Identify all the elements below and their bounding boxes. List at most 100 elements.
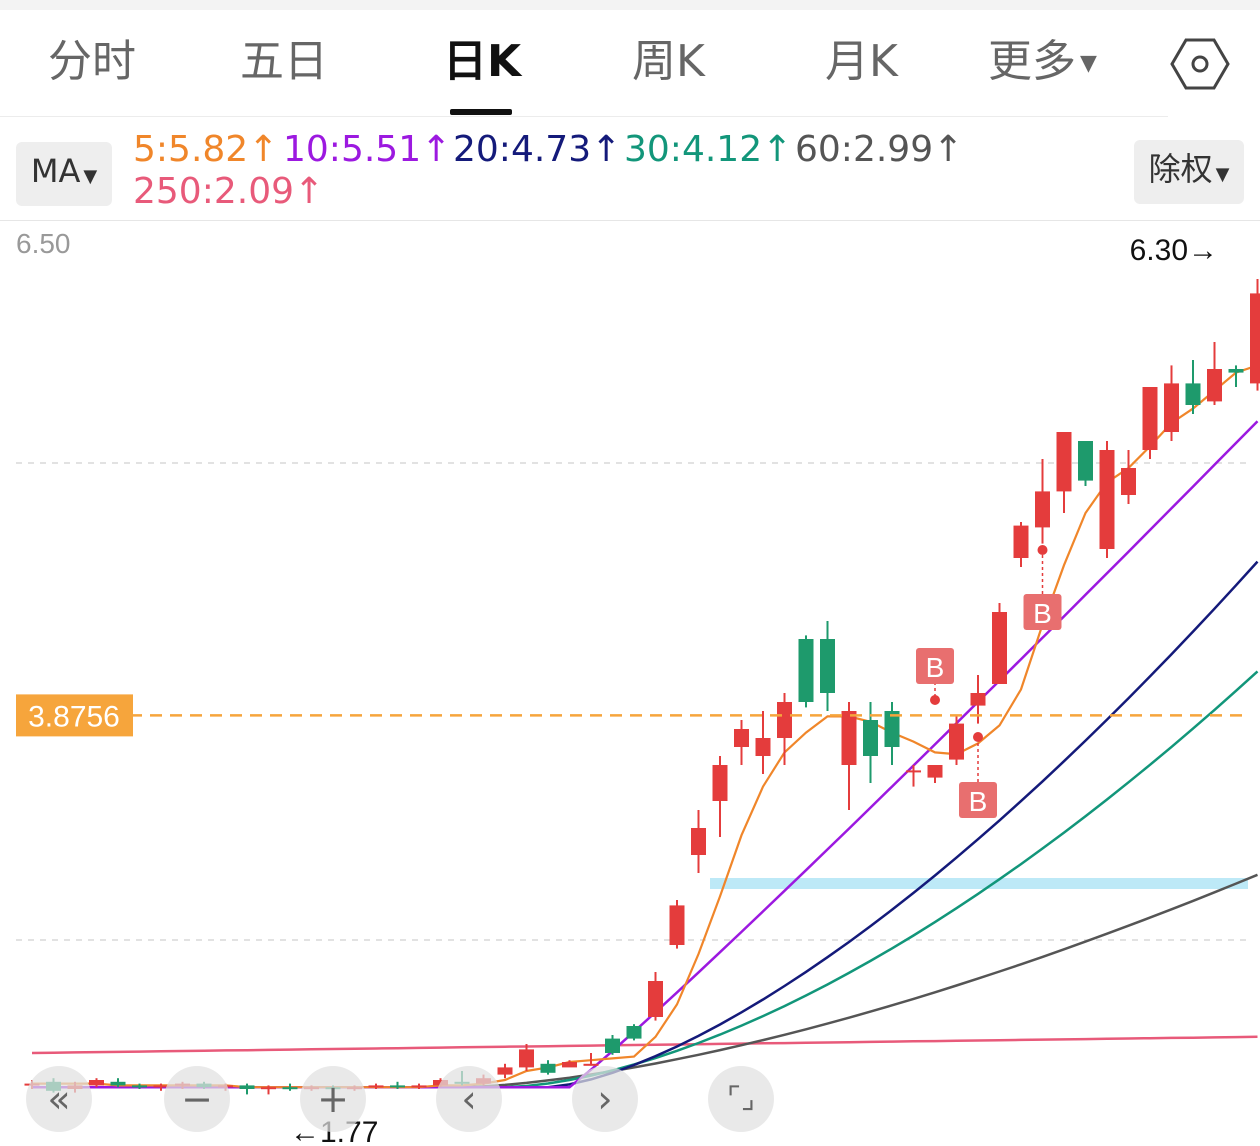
active-tab-indicator	[450, 109, 512, 115]
adjust-selector[interactable]: 除权 ▼	[1134, 140, 1244, 204]
scroll-right-icon[interactable]: ›	[572, 1066, 638, 1132]
candle	[562, 1060, 577, 1068]
candle	[110, 1078, 126, 1088]
ma30-value: 30:4.12↑	[624, 129, 793, 170]
candle	[841, 702, 857, 810]
candle	[669, 900, 685, 949]
caret-down-icon: ▼	[83, 166, 98, 187]
tab-weekly-k[interactable]: 周K	[632, 36, 705, 87]
scroll-left-icon[interactable]: ‹	[436, 1066, 502, 1132]
buy-marker-badge	[916, 648, 954, 684]
support-band	[710, 878, 1248, 889]
candle	[1099, 441, 1115, 558]
ma-indicator-bar: MA ▼ 5:5.82↑ 10:5.51↑ 20:4.73↑ 30:4.12↑ 6…	[0, 120, 1260, 221]
candle	[540, 1060, 556, 1075]
candle	[1250, 279, 1260, 391]
candle-body	[863, 720, 878, 756]
candle-body	[390, 1085, 405, 1088]
candle-body	[411, 1085, 427, 1088]
candle-body	[1164, 383, 1179, 432]
candle-body	[1207, 369, 1222, 402]
candle	[1078, 441, 1093, 486]
candle	[906, 765, 921, 787]
candle-body	[626, 1026, 642, 1039]
candle-body	[884, 711, 900, 747]
crosshair-price-tag	[16, 694, 133, 737]
candle	[927, 765, 943, 783]
adjust-selector-label: 除权	[1148, 150, 1213, 188]
zoom-in-icon[interactable]: +	[300, 1066, 366, 1132]
candle	[777, 693, 792, 765]
zoom-out-icon[interactable]: −	[164, 1066, 230, 1132]
candle-body	[1013, 525, 1029, 558]
tab-daily-k[interactable]: 日K	[443, 36, 522, 87]
scroll-to-start-icon[interactable]: «	[26, 1066, 92, 1132]
period-tab-bar: 分时 五日 日K 周K 月K 更多 ▼	[0, 10, 1168, 117]
tab-intraday[interactable]: 分时	[48, 36, 136, 87]
candle-body	[605, 1038, 620, 1053]
top-strip	[0, 0, 1260, 10]
ma60-line	[32, 873, 1258, 1089]
candle	[519, 1044, 534, 1071]
candle	[734, 720, 749, 765]
candle-body	[1035, 491, 1050, 528]
candle	[1185, 360, 1201, 414]
high-price-label: 6.30→	[1130, 234, 1218, 267]
indicator-selector[interactable]: MA ▼	[16, 142, 112, 206]
candle	[583, 1053, 599, 1066]
candle-body	[841, 711, 857, 765]
candle-body	[1142, 387, 1158, 450]
buy-marker-label: B	[969, 786, 988, 817]
fullscreen-icon[interactable]: ⌜⌟	[708, 1066, 774, 1132]
buy-marker-badge	[959, 782, 997, 818]
indicator-selector-label: MA	[30, 152, 81, 190]
candle-body	[1250, 293, 1260, 384]
candle-body	[755, 738, 771, 756]
candle-body	[927, 765, 943, 778]
candle	[648, 972, 663, 1021]
candle-body	[1056, 432, 1072, 492]
candle	[1207, 342, 1222, 405]
candle	[1164, 365, 1179, 441]
candle	[1228, 365, 1244, 387]
candle	[411, 1083, 427, 1089]
candle-body	[712, 765, 728, 801]
ma250-line	[31, 1035, 1258, 1055]
ma60-value: 60:2.99↑	[795, 129, 964, 170]
candle	[497, 1063, 513, 1079]
candle	[605, 1035, 620, 1055]
candle	[282, 1083, 298, 1091]
candle-body	[777, 702, 792, 738]
candle-body	[669, 905, 685, 945]
tab-five-day[interactable]: 五日	[240, 36, 328, 87]
ma10-line	[32, 420, 1259, 1089]
candle-body	[583, 1063, 599, 1066]
candle-body	[282, 1087, 298, 1090]
candle-body	[820, 639, 835, 693]
candle-body	[949, 723, 964, 760]
buy-marker-dot	[973, 732, 983, 742]
ma5-value: 5:5.82↑	[133, 129, 279, 170]
candle-body	[540, 1063, 556, 1073]
candle	[239, 1083, 255, 1095]
candle	[820, 621, 835, 711]
candle-body	[1099, 450, 1115, 549]
ma5-line	[32, 364, 1258, 1089]
candle	[949, 714, 964, 765]
buy-marker-label: B	[926, 652, 945, 683]
candle	[89, 1078, 104, 1088]
candle-body	[519, 1049, 534, 1068]
tab-monthly-k[interactable]: 月K	[825, 36, 898, 87]
candle-body	[153, 1085, 169, 1088]
settings-hexagon-icon[interactable]	[1170, 36, 1230, 92]
candle-body	[239, 1085, 255, 1089]
candle	[1142, 387, 1158, 459]
candle-body	[368, 1085, 384, 1088]
candle	[884, 702, 900, 765]
price-axis-top-label: 6.50	[16, 228, 71, 259]
tab-more[interactable]: 更多 ▼	[988, 34, 1097, 92]
candle	[1121, 450, 1136, 504]
buy-marker-dot	[1037, 545, 1048, 555]
caret-down-icon: ▼	[1080, 51, 1097, 76]
